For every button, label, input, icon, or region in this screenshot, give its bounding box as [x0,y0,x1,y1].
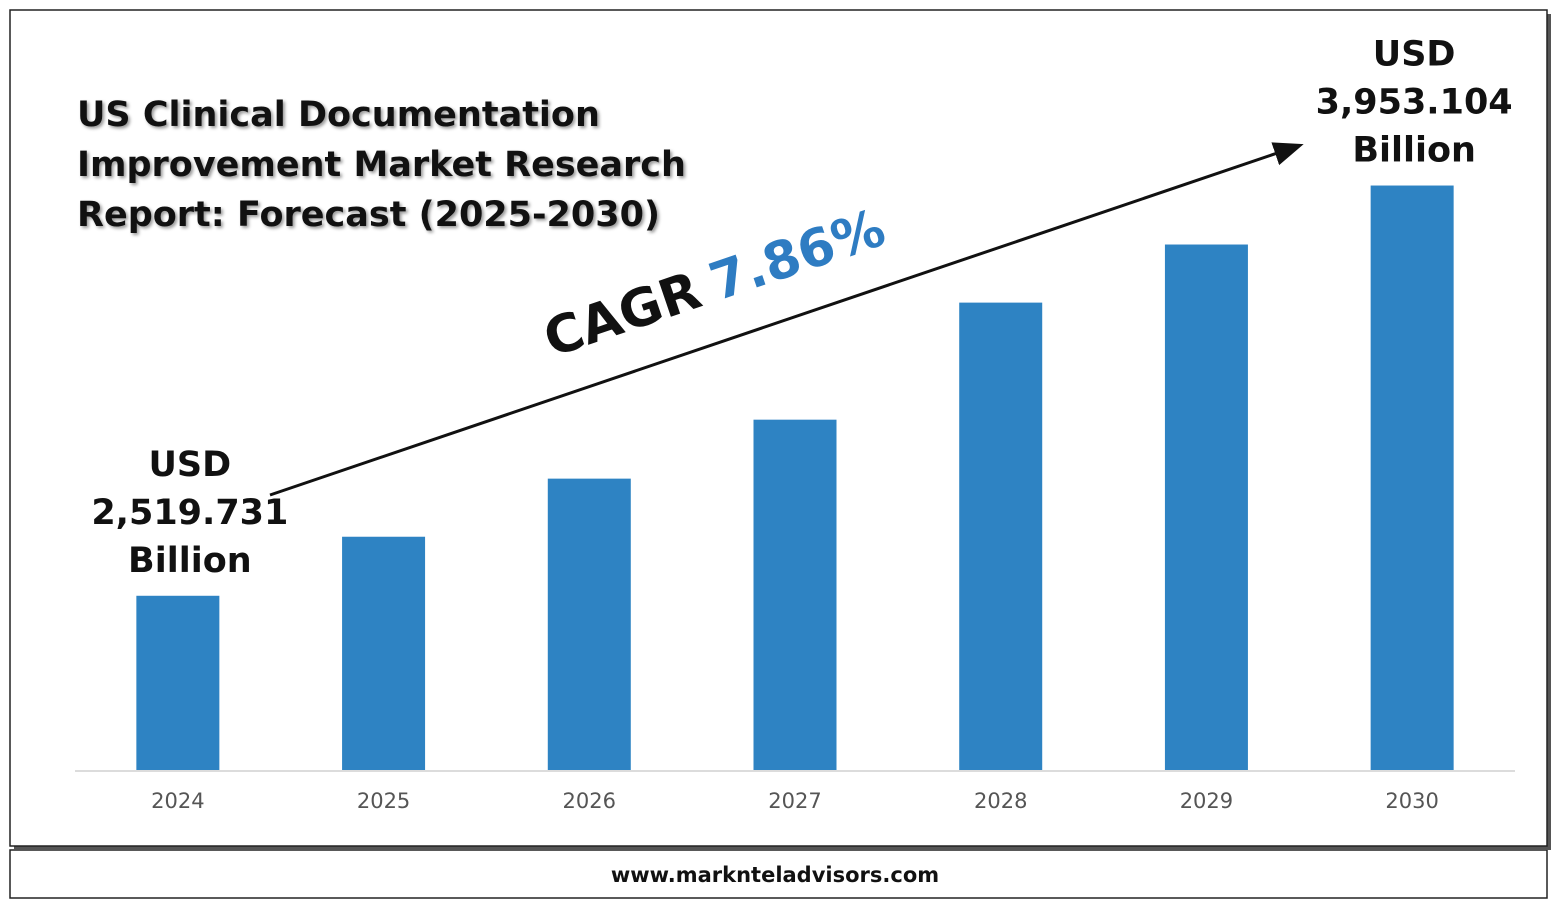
value-label-line: 2,519.731 [91,493,288,533]
bar [547,478,631,770]
value-label-line: USD [149,445,232,485]
bar [136,595,220,770]
x-tick-label: 2025 [357,789,410,813]
bar [1370,185,1454,770]
chart-title: US Clinical Documentation Improvement Ma… [77,95,686,235]
value-label: USD 2,519.731 Billion [91,445,288,581]
x-tick-label: 2029 [1180,789,1233,813]
bar [1164,244,1248,771]
x-tick-label: 2027 [768,789,821,813]
value-label-line: USD [1373,35,1456,75]
source: www.marknteladvisors.com [611,863,939,887]
bar [342,536,426,770]
x-tick-label: 2026 [563,789,616,813]
x-tick-label: 2030 [1385,789,1438,813]
x-tick-label: 2024 [151,789,204,813]
value-label-line: Billion [128,541,252,581]
footer-frame [9,849,1548,899]
x-tick-label: 2028 [974,789,1027,813]
bar [959,302,1043,770]
value-label-line: Billion [1352,131,1476,171]
trend-arrow [269,142,1304,497]
value-label-line: 3,953.104 [1316,83,1513,123]
bar [753,419,837,770]
value-label: USD 3,953.104 Billion [1316,35,1513,171]
